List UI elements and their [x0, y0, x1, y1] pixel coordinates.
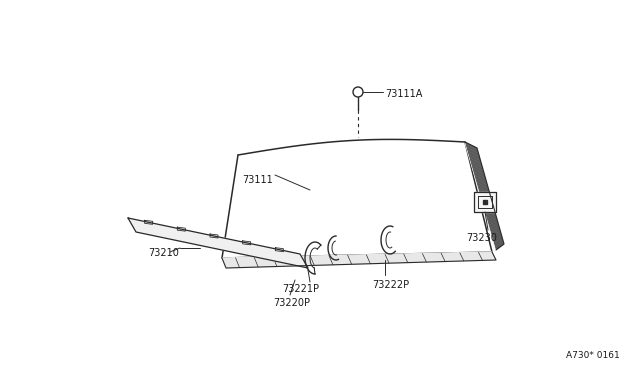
Text: A730* 0161: A730* 0161	[566, 351, 620, 360]
Text: 73111A: 73111A	[385, 89, 422, 99]
Text: 73222P: 73222P	[372, 280, 409, 290]
Text: 73220P: 73220P	[273, 298, 310, 308]
Polygon shape	[474, 192, 496, 212]
Circle shape	[353, 87, 363, 97]
Polygon shape	[222, 252, 496, 268]
Polygon shape	[465, 142, 504, 250]
Text: 73230: 73230	[466, 233, 497, 243]
Text: 73221P: 73221P	[282, 284, 319, 294]
Text: 73111: 73111	[242, 175, 273, 185]
Text: 73210: 73210	[148, 248, 179, 258]
Polygon shape	[128, 218, 308, 268]
